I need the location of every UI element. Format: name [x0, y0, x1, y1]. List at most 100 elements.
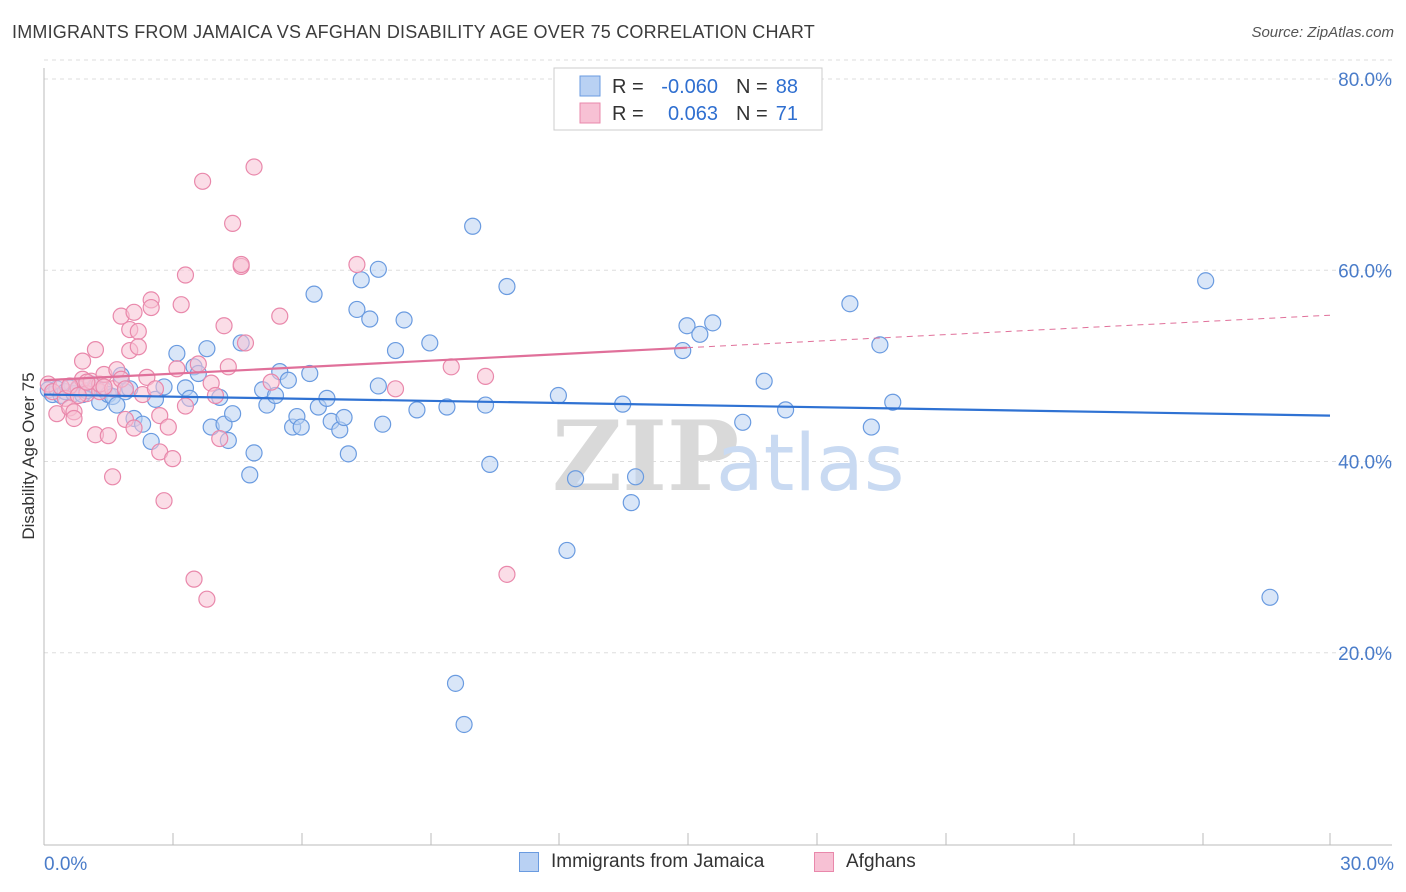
- data-point: [292, 418, 310, 436]
- data-point: [339, 445, 357, 463]
- data-point: [498, 277, 516, 296]
- data-point: [224, 214, 242, 232]
- trend-line-afghans-extension: [686, 314, 1331, 349]
- data-point: [352, 271, 370, 289]
- data-point: [224, 405, 242, 423]
- data-point: [421, 334, 439, 352]
- data-point: [558, 541, 576, 560]
- data-point: [348, 255, 366, 274]
- legend-r-value-jamaica: -0.060: [661, 76, 718, 98]
- data-point: [678, 317, 696, 335]
- data-point: [138, 368, 156, 386]
- data-point: [142, 298, 160, 317]
- bottom-legend-item-jamaica: Immigrants from Jamaica: [519, 851, 764, 873]
- data-point: [734, 413, 752, 431]
- data-point: [125, 303, 143, 321]
- data-point: [146, 380, 165, 398]
- data-point: [232, 255, 250, 274]
- data-point: [755, 372, 773, 390]
- legend-swatch-afghans: [579, 102, 601, 124]
- data-point: [442, 358, 460, 376]
- grid-lines: [44, 59, 1392, 654]
- data-point: [1261, 588, 1279, 606]
- trend-line-jamaica: [43, 393, 1331, 417]
- bottom-legend: Immigrants from Jamaica Afghans: [0, 851, 1406, 879]
- data-point: [159, 418, 177, 436]
- axes: [43, 68, 1392, 846]
- data-point: [455, 715, 473, 734]
- data-point: [176, 397, 195, 415]
- legend-n-value-afghans: 71: [776, 103, 798, 125]
- y-tick-label: 60.0%: [1338, 261, 1392, 282]
- legend-r-value-afghans: 0.063: [668, 103, 718, 125]
- series-afghans-points: [39, 158, 516, 608]
- data-point: [271, 307, 289, 325]
- data-point: [348, 300, 366, 319]
- x-tick-label-max: 30.0%: [1340, 854, 1394, 875]
- data-point: [129, 322, 147, 341]
- data-point: [189, 355, 207, 373]
- data-point: [481, 455, 499, 473]
- y-axis-label: Disability Age Over 75: [19, 372, 38, 539]
- data-point: [408, 401, 426, 419]
- data-point: [841, 295, 859, 313]
- data-point: [219, 358, 237, 376]
- data-point: [172, 296, 190, 314]
- data-point: [198, 590, 216, 608]
- data-point: [871, 336, 889, 354]
- data-point: [116, 380, 135, 398]
- data-point: [361, 310, 379, 328]
- data-point: [446, 674, 465, 692]
- data-point: [369, 260, 387, 278]
- data-point: [198, 340, 216, 358]
- chart-title: IMMIGRANTS FROM JAMAICA VS AFGHAN DISABI…: [12, 22, 815, 42]
- data-point: [566, 470, 585, 488]
- data-point: [245, 158, 263, 176]
- legend-swatch-jamaica: [579, 75, 601, 97]
- data-point: [626, 468, 645, 486]
- data-point: [301, 364, 319, 383]
- data-point: [476, 396, 495, 414]
- data-point: [211, 429, 229, 448]
- data-point: [103, 468, 122, 486]
- data-point: [73, 352, 92, 370]
- data-point: [245, 444, 263, 462]
- bottom-legend-label-afghans: Afghans: [846, 851, 916, 872]
- data-point: [99, 427, 117, 445]
- data-point: [125, 419, 143, 437]
- data-point: [65, 409, 83, 428]
- y-tick-label: 80.0%: [1338, 70, 1392, 91]
- watermark-zip: ZIP: [552, 400, 739, 513]
- data-point: [236, 334, 255, 352]
- data-point: [395, 311, 413, 329]
- bottom-legend-item-afghans: Afghans: [814, 851, 916, 873]
- data-point: [464, 217, 482, 235]
- data-point: [108, 396, 126, 414]
- legend-r-label-afghans: R =: [612, 103, 644, 125]
- data-point: [95, 378, 113, 396]
- data-point: [185, 570, 203, 588]
- data-point: [164, 450, 182, 468]
- trend-line-afghans: [43, 346, 688, 382]
- data-point: [498, 565, 516, 583]
- data-point: [386, 341, 405, 360]
- data-point: [476, 367, 495, 385]
- legend-r-label-jamaica: R =: [612, 76, 644, 98]
- data-point: [691, 325, 709, 343]
- data-point: [86, 341, 105, 359]
- data-point: [262, 373, 280, 391]
- bottom-legend-label-jamaica: Immigrants from Jamaica: [551, 851, 765, 872]
- bottom-legend-swatch-jamaica: [519, 852, 539, 872]
- data-point: [386, 380, 405, 398]
- data-point: [1197, 272, 1215, 290]
- data-point: [305, 285, 323, 303]
- data-point: [194, 172, 212, 190]
- data-point: [78, 373, 96, 391]
- data-point: [129, 338, 147, 356]
- legend-n-value-jamaica: 88: [776, 76, 798, 98]
- trend-lines: [43, 314, 1331, 417]
- data-point: [549, 386, 568, 405]
- legend-n-label-afghans: N =: [736, 103, 768, 125]
- y-tick-labels: 20.0% 40.0% 60.0% 80.0%: [1338, 70, 1392, 665]
